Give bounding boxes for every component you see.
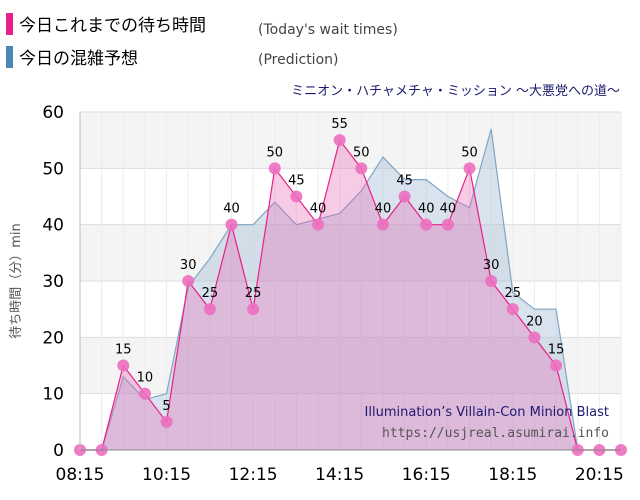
- actual-point: [225, 218, 238, 231]
- actual-point: [441, 218, 454, 231]
- value-label: 40: [310, 202, 327, 217]
- actual-point: [247, 303, 260, 316]
- legend-prediction-label: 今日の混雑予想: [19, 49, 138, 69]
- value-label: 40: [440, 202, 457, 217]
- value-label: 30: [483, 258, 500, 273]
- prediction-area: [80, 128, 621, 450]
- value-label: 15: [548, 343, 565, 358]
- x-tick-label: 18:15: [488, 465, 537, 485]
- actual-point: [528, 331, 541, 344]
- plot-band: [80, 281, 621, 338]
- actual-point: [506, 303, 519, 316]
- legend-today-label: 今日これまでの待ち時間: [19, 16, 206, 36]
- value-label: 50: [461, 145, 478, 160]
- actual-point: [550, 359, 563, 372]
- x-tick-label: 20:15: [575, 465, 624, 485]
- value-label: 45: [288, 174, 305, 189]
- actual-point: [138, 387, 151, 400]
- value-label: 30: [180, 258, 197, 273]
- actual-point: [117, 359, 130, 372]
- value-label: 10: [137, 371, 154, 386]
- value-label: 25: [245, 286, 262, 301]
- plot-band: [80, 337, 621, 394]
- y-tick-label: 50: [42, 159, 64, 179]
- watermark-url: https://usjreal.asumirai.info: [382, 426, 609, 441]
- legend-prediction-en: (Prediction): [258, 52, 339, 68]
- value-label: 45: [396, 174, 413, 189]
- plot-band: [80, 224, 621, 281]
- value-label: 15: [115, 343, 132, 358]
- x-tick-label: 12:15: [229, 465, 278, 485]
- actual-point: [355, 162, 368, 175]
- actual-point: [376, 218, 389, 231]
- value-label: 20: [526, 314, 543, 329]
- actual-point: [312, 218, 325, 231]
- plot-band: [80, 168, 621, 225]
- legend-today: 今日これまでの待ち時間: [6, 11, 206, 36]
- legend-today-en: (Today's wait times): [258, 22, 398, 38]
- value-label: 50: [266, 145, 283, 160]
- legend-prediction-swatch: [6, 45, 13, 68]
- actual-point: [398, 190, 411, 203]
- actual-point: [420, 218, 433, 231]
- y-axis-title: 待ち時間（分）min: [9, 223, 24, 339]
- value-label: 25: [505, 286, 522, 301]
- value-label: 40: [223, 202, 240, 217]
- x-tick-label: 10:15: [142, 465, 191, 485]
- actual-point: [290, 190, 303, 203]
- value-label: 5: [162, 399, 170, 414]
- y-tick-label: 30: [42, 272, 64, 292]
- watermark-title: Illumination’s Villain-Con Minion Blast: [365, 405, 609, 420]
- actual-point: [333, 134, 346, 147]
- actual-point: [463, 162, 476, 175]
- legend-prediction: 今日の混雑予想: [6, 44, 138, 69]
- actual-point: [203, 303, 216, 316]
- value-label: 25: [202, 286, 219, 301]
- ride-name: ミニオン・ハチャメチャ・ミッション 〜大悪党への道〜: [291, 84, 620, 99]
- plot-band: [80, 112, 621, 169]
- y-tick-label: 20: [42, 328, 64, 348]
- value-label: 50: [353, 145, 370, 160]
- actual-area: [80, 140, 621, 450]
- x-tick-label: 14:15: [315, 465, 364, 485]
- actual-point: [160, 415, 173, 428]
- actual-point: [485, 275, 498, 287]
- value-label: 40: [375, 202, 392, 217]
- actual-point: [182, 275, 195, 287]
- legend-today-swatch: [6, 12, 13, 35]
- value-label: 55: [331, 117, 348, 132]
- actual-point: [268, 162, 281, 175]
- value-label: 40: [418, 202, 435, 217]
- y-tick-label: 10: [42, 385, 64, 405]
- y-tick-label: 60: [42, 103, 64, 123]
- prediction-line: [80, 128, 621, 451]
- y-tick-label: 40: [42, 216, 64, 236]
- x-tick-label: 16:15: [402, 465, 451, 485]
- x-tick-label: 08:15: [56, 465, 105, 485]
- y-tick-label: 0: [53, 441, 64, 461]
